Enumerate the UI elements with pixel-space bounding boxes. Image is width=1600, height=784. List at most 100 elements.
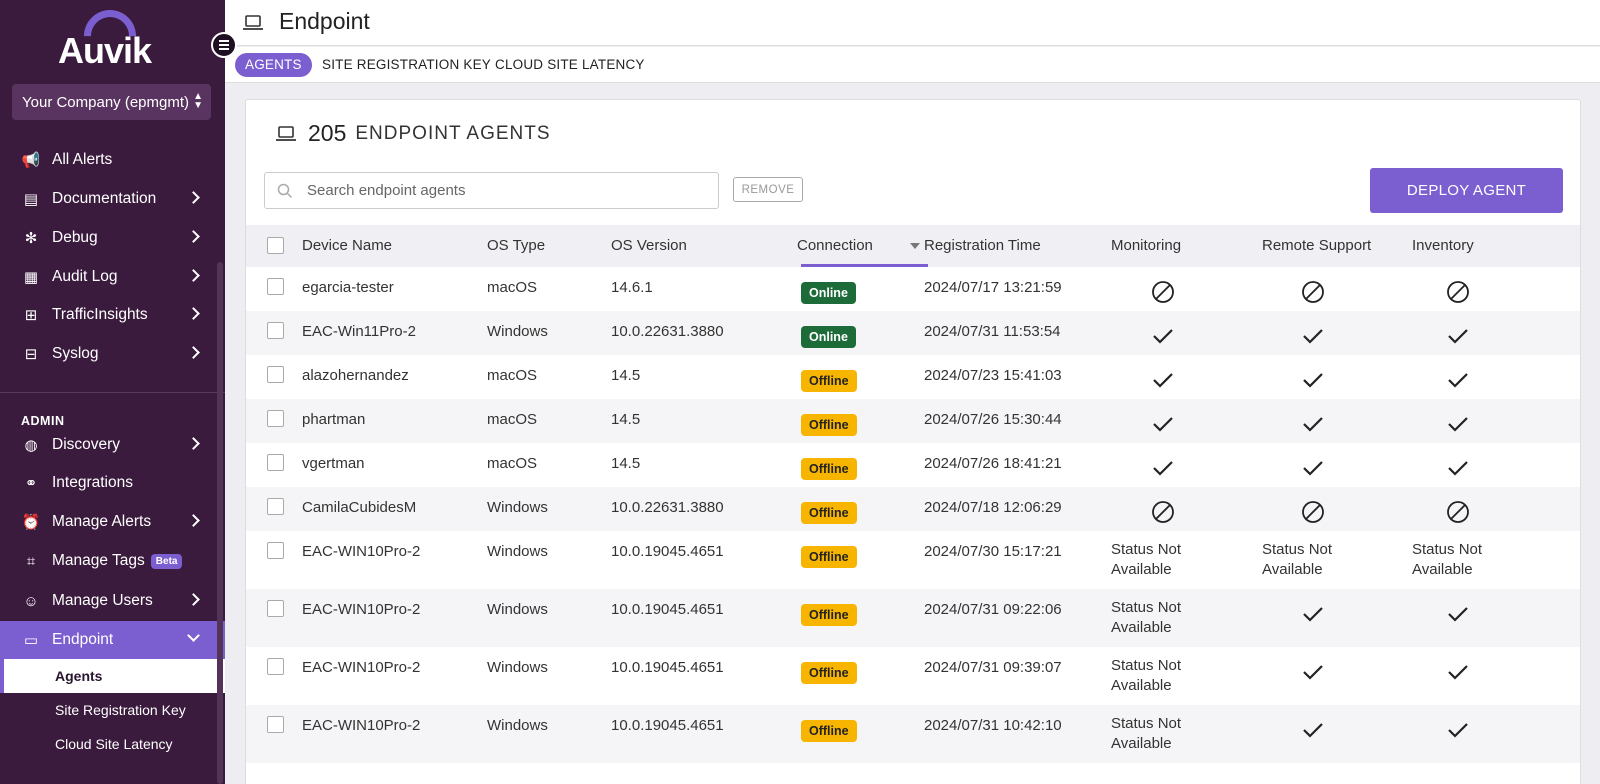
sidebar-item-label: Syslog [52,345,99,362]
device-name[interactable]: EAC-WIN10Pro-2 [302,659,421,676]
device-name[interactable]: phartman [302,411,366,428]
table-row[interactable]: EAC-WIN10Pro-2 Windows 10.0.19045.4651 Offl… [246,647,1580,705]
table-row[interactable]: EAC-WIN10Pro-2 Windows 10.0.19045.4651 Offl… [246,589,1580,647]
disabled-icon [1150,499,1176,525]
collapse-sidebar-button[interactable] [211,32,237,58]
monitoring-status-text: Status Not Available [1111,541,1182,578]
table-row[interactable]: vgertman macOS 14.5 Offline 2024/07/26 18:41… [246,443,1580,487]
sidebar-item-endpoint[interactable]: ▭ Endpoint [0,621,225,659]
company-selector[interactable]: Your Company (epmgmt) ▲ ▼ [12,84,211,120]
os-type: macOS [487,279,538,296]
os-type: Windows [487,717,548,734]
device-name[interactable]: vgertman [302,455,365,472]
check-icon [1300,367,1326,393]
device-name[interactable]: EAC-Win11Pro-2 [302,323,416,340]
column-monitoring[interactable]: Monitoring [1111,237,1182,254]
table-row[interactable]: phartman macOS 14.5 Offline 2024/07/26 15:30… [246,399,1580,443]
search-box[interactable] [264,172,719,209]
os-type: Windows [487,659,548,676]
row-checkbox[interactable] [267,716,284,733]
table-row[interactable]: egarcia-tester macOS 14.6.1 Online 2024/07/1… [246,267,1580,311]
check-icon [1300,323,1326,349]
sort-indicator [801,264,928,267]
sidebar-scrollbar[interactable] [217,262,223,784]
row-checkbox[interactable] [267,366,284,383]
page-title: Endpoint [279,8,370,34]
device-name[interactable]: EAC-WIN10Pro-2 [302,601,421,618]
device-name[interactable]: egarcia-tester [302,279,394,296]
alarm-icon: ⏰ [21,514,41,531]
sidebar-item-all-alerts[interactable]: 📢 All Alerts [0,141,225,179]
row-checkbox[interactable] [267,600,284,617]
column-os-type[interactable]: OS Type [487,237,546,254]
users-icon: ☺ [23,592,39,610]
column-inventory[interactable]: Inventory [1412,237,1474,254]
connection-status-badge: Online [801,326,856,348]
remove-button[interactable]: REMOVE [733,177,803,202]
device-name[interactable]: EAC-WIN10Pro-2 [302,543,421,560]
sidebar-item-syslog[interactable]: ⊟ Syslog [0,335,225,373]
column-device-name[interactable]: Device Name [302,237,393,254]
auvik-logo[interactable]: Auvik [58,0,168,73]
check-icon [1150,411,1176,437]
sidebar-item-manage-alerts[interactable]: ⏰ Manage Alerts [0,503,225,541]
tab-cloud-site-latency[interactable]: CLOUD SITE LATENCY [495,57,645,72]
column-connection[interactable]: Connection [797,237,873,254]
table-row[interactable]: CamilaCubidesM Windows 10.0.22631.3880 Offl… [246,487,1580,531]
updown-icon: ▲ ▼ [193,91,203,111]
deploy-agent-button[interactable]: DEPLOY AGENT [1370,168,1563,213]
table-header: Device Name OS Type OS Version Connectio… [246,225,1580,267]
row-checkbox[interactable] [267,542,284,559]
column-registration-time[interactable]: Registration Time [924,237,1041,254]
os-type: macOS [487,455,538,472]
os-version: 10.0.22631.3880 [611,323,724,340]
sidebar-subitem-agents[interactable]: Agents [0,659,225,693]
tab-site-registration-key[interactable]: SITE REGISTRATION KEY [322,57,491,72]
os-version: 10.0.19045.4651 [611,601,724,618]
sidebar-item-audit-log[interactable]: ▦ Audit Log [0,258,225,296]
row-checkbox[interactable] [267,658,284,675]
table-row[interactable]: EAC-Win11Pro-2 Windows 10.0.22631.3880 Onli… [246,311,1580,355]
check-icon [1445,455,1471,481]
table-row[interactable]: EAC-WIN10Pro-2 Windows 10.0.19045.4651 Offl… [246,531,1580,589]
sort-descending-icon[interactable] [910,243,920,249]
sidebar-item-debug[interactable]: ✻ Debug [0,219,225,257]
tab-agents[interactable]: AGENTS [235,53,312,77]
plug-icon: ⚭ [24,475,38,492]
traffic-icon: ⊞ [24,307,38,324]
disabled-icon [1445,279,1471,305]
sidebar-item-manage-tags[interactable]: ⌗ Manage Tags Beta [0,542,225,580]
column-remote-support[interactable]: Remote Support [1262,237,1372,254]
row-checkbox[interactable] [267,410,284,427]
table-row[interactable]: alazohernandez macOS 14.5 Offline 2024/07/23… [246,355,1580,399]
connection-status-badge: Offline [801,720,857,742]
chevron-down-icon [187,629,200,642]
inventory-status-text: Status Not Available [1412,541,1483,578]
sidebar-item-documentation[interactable]: ▤ Documentation [0,180,225,218]
sidebar-item-trafficinsights[interactable]: ⊞ TrafficInsights [0,296,225,334]
sidebar-item-integrations[interactable]: ⚭ Integrations [0,464,225,502]
chevron-right-icon [187,307,200,320]
select-all-checkbox[interactable] [267,237,284,254]
row-checkbox[interactable] [267,322,284,339]
row-checkbox[interactable] [267,278,284,295]
sidebar-item-discovery[interactable]: ◍ Discovery [0,426,225,464]
search-input[interactable] [307,182,707,199]
table-row[interactable]: EAC-WIN10Pro-2 Windows 10.0.19045.4651 Offl… [246,705,1580,763]
column-os-version[interactable]: OS Version [611,237,687,254]
disabled-icon [1150,279,1176,305]
sidebar-subitem-cloud-site-latency[interactable]: Cloud Site Latency [55,736,173,752]
row-checkbox[interactable] [267,498,284,515]
logo-text: Auvik [58,30,152,71]
os-version: 10.0.22631.3880 [611,499,724,516]
chevron-right-icon [187,437,200,450]
laptop-icon: ▭ [23,632,39,649]
sidebar-item-label: Debug [52,229,98,246]
device-name[interactable]: EAC-WIN10Pro-2 [302,717,421,734]
row-checkbox[interactable] [267,454,284,471]
device-name[interactable]: CamilaCubidesM [302,499,417,516]
os-type: Windows [487,601,548,618]
sidebar-item-manage-users[interactable]: ☺ Manage Users [0,582,225,620]
device-name[interactable]: alazohernandez [302,367,409,384]
sidebar-subitem-site-registration-key[interactable]: Site Registration Key [55,702,186,718]
